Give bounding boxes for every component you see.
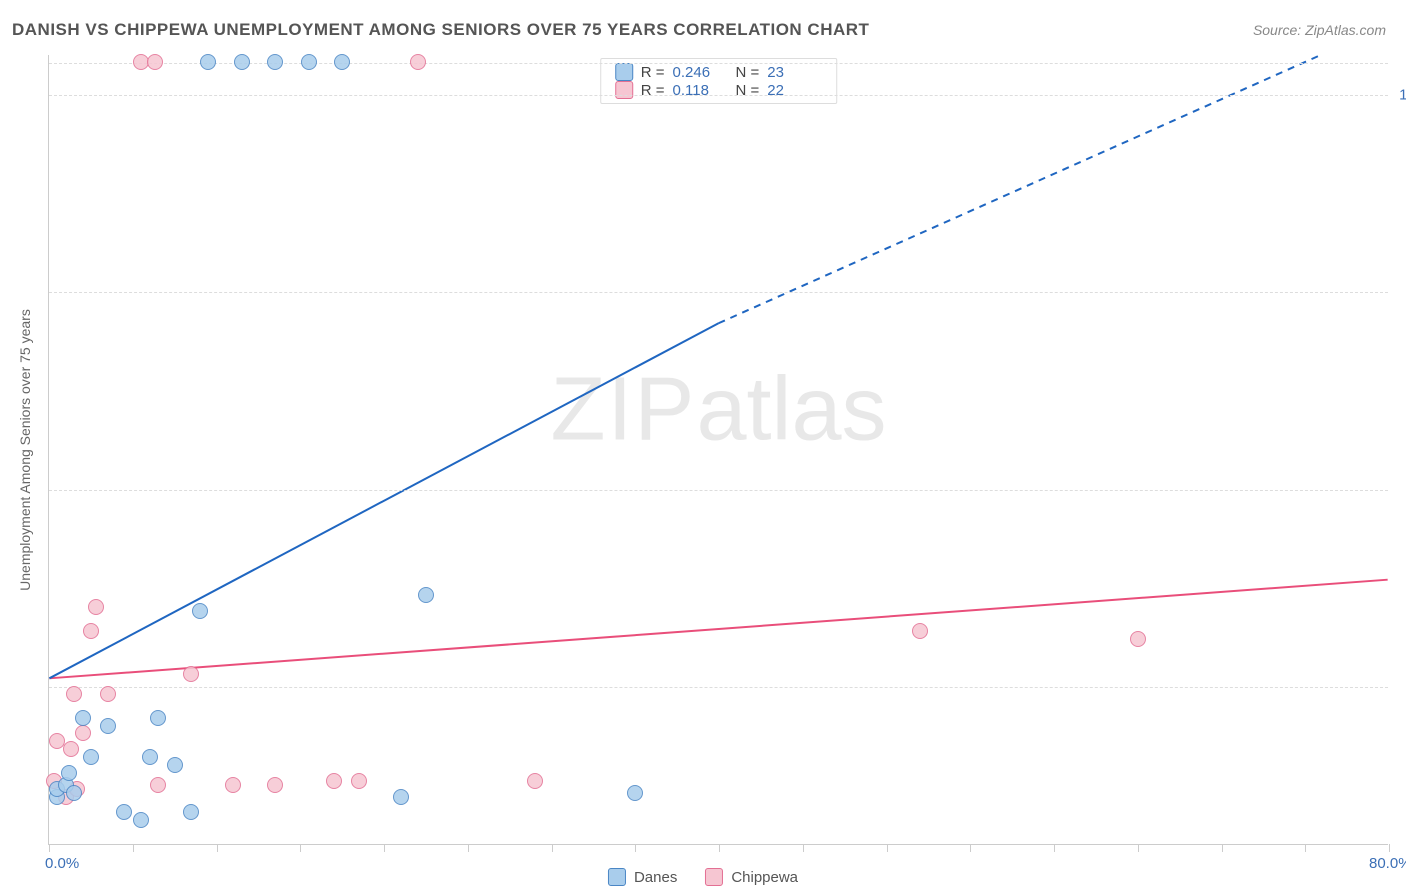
legend-label-chippewa: Chippewa [731, 869, 798, 886]
data-point [100, 718, 116, 734]
data-point [66, 686, 82, 702]
correlation-legend-box: R = 0.246 N = 23 R = 0.118 N = 22 [600, 58, 838, 104]
data-point [167, 757, 183, 773]
data-point [133, 812, 149, 828]
x-tick-label: 0.0% [45, 855, 79, 872]
data-point [267, 777, 283, 793]
data-point [418, 587, 434, 603]
data-point [1130, 631, 1146, 647]
data-point [912, 623, 928, 639]
n-value-chippewa: 22 [767, 82, 822, 99]
swatch-chippewa-icon [705, 868, 723, 886]
correlation-chart: DANISH VS CHIPPEWA UNEMPLOYMENT AMONG SE… [0, 0, 1406, 892]
y-axis-label: Unemployment Among Seniors over 75 years [17, 309, 33, 591]
trend-lines [49, 55, 1388, 844]
r-value-danes: 0.246 [673, 64, 728, 81]
data-point [88, 599, 104, 615]
legend-item-danes: Danes [608, 868, 677, 886]
data-point [75, 710, 91, 726]
data-point [326, 773, 342, 789]
chart-title: DANISH VS CHIPPEWA UNEMPLOYMENT AMONG SE… [12, 20, 869, 40]
y-tick-label: 100.0% [1399, 86, 1406, 103]
data-point [200, 54, 216, 70]
data-point [225, 777, 241, 793]
swatch-danes-icon [615, 63, 633, 81]
data-point [61, 765, 77, 781]
watermark: ZIPatlas [550, 359, 886, 462]
data-point [234, 54, 250, 70]
source-attribution: Source: ZipAtlas.com [1253, 22, 1386, 38]
r-value-chippewa: 0.118 [673, 82, 728, 99]
data-point [83, 749, 99, 765]
data-point [75, 725, 91, 741]
x-tick-label: 80.0% [1369, 855, 1406, 872]
n-value-danes: 23 [767, 64, 822, 81]
data-point [351, 773, 367, 789]
data-point [150, 710, 166, 726]
legend-row-danes: R = 0.246 N = 23 [615, 63, 823, 81]
data-point [116, 804, 132, 820]
data-point [393, 789, 409, 805]
series-legend: Danes Chippewa [608, 868, 798, 886]
legend-row-chippewa: R = 0.118 N = 22 [615, 81, 823, 99]
data-point [527, 773, 543, 789]
data-point [267, 54, 283, 70]
legend-item-chippewa: Chippewa [705, 868, 798, 886]
data-point [150, 777, 166, 793]
data-point [63, 741, 79, 757]
data-point [183, 666, 199, 682]
legend-label-danes: Danes [634, 869, 677, 886]
data-point [183, 804, 199, 820]
swatch-danes-icon [608, 868, 626, 886]
plot-area: ZIPatlas Unemployment Among Seniors over… [48, 55, 1388, 845]
data-point [142, 749, 158, 765]
data-point [627, 785, 643, 801]
data-point [147, 54, 163, 70]
data-point [83, 623, 99, 639]
data-point [192, 603, 208, 619]
data-point [301, 54, 317, 70]
data-point [66, 785, 82, 801]
data-point [100, 686, 116, 702]
data-point [334, 54, 350, 70]
data-point [410, 54, 426, 70]
swatch-chippewa-icon [615, 81, 633, 99]
